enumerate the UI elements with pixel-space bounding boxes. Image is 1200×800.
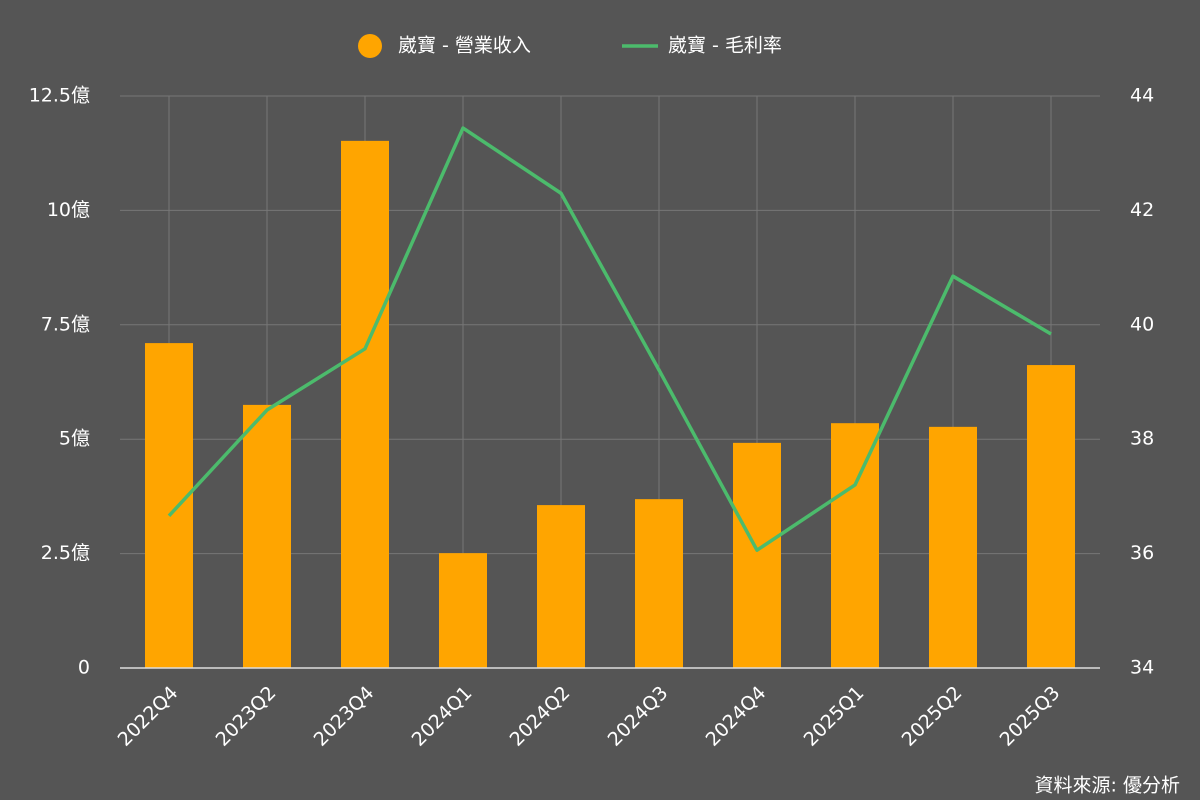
legend-marker	[358, 34, 382, 58]
bar	[929, 426, 977, 668]
y2-tick-label: 44	[1130, 85, 1154, 107]
y-tick-label: 12.5億	[29, 85, 90, 107]
y-tick-label: 7.5億	[41, 313, 90, 335]
y-tick-label: 0	[78, 657, 90, 679]
y2-tick-label: 38	[1130, 428, 1154, 450]
bar	[537, 505, 585, 668]
y-tick-label: 2.5億	[41, 542, 90, 564]
bar	[1027, 365, 1075, 668]
y2-tick-label: 36	[1130, 542, 1154, 564]
y-tick-label: 5億	[59, 428, 90, 450]
line	[167, 126, 1052, 552]
bar	[733, 442, 781, 668]
y2-tick-label: 42	[1130, 199, 1154, 221]
bar	[635, 499, 683, 668]
y2-tick-label: 34	[1130, 657, 1154, 679]
legend-label: 崴寶 - 營業收入	[398, 35, 531, 57]
source-note: 資料來源: 優分析	[1035, 775, 1180, 797]
bar	[831, 423, 879, 668]
legend-label: 崴寶 - 毛利率	[668, 35, 782, 57]
bar	[145, 343, 193, 668]
y2-tick-label: 40	[1130, 313, 1154, 335]
bar	[243, 404, 291, 668]
bar	[341, 140, 389, 669]
bar	[439, 553, 487, 668]
y-tick-label: 10億	[47, 199, 90, 221]
